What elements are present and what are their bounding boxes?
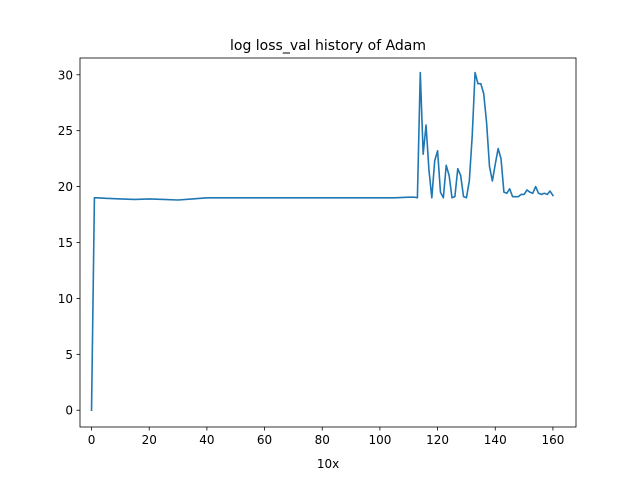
y-tick-label: 30 [58,68,73,82]
y-tick-label: 15 [58,236,73,250]
axes-frame [79,57,577,428]
x-tick-label: 140 [484,433,507,447]
y-tick-label: 20 [58,180,73,194]
y-tick-label: 10 [58,292,73,306]
y-tick-label: 5 [65,348,73,362]
y-tick-label: 25 [58,124,73,138]
y-tick-label: 0 [65,404,73,418]
chart-title: log loss_val history of Adam [230,38,426,54]
x-tick-label: 160 [541,433,564,447]
x-tick-label: 100 [368,433,391,447]
x-tick-label: 120 [426,433,449,447]
x-tick-label: 80 [315,433,330,447]
x-axis-label: 10x [317,457,339,471]
x-tick-label: 20 [142,433,157,447]
plot-area [90,71,555,412]
series-line [90,71,555,412]
x-tick-label: 60 [257,433,272,447]
axis-ticks: 0 20 40 60 80 100 120 140 160 0 5 10 15 20 25 30 [58,68,565,447]
x-tick-label: 40 [199,433,214,447]
x-tick-label: 0 [88,433,96,447]
